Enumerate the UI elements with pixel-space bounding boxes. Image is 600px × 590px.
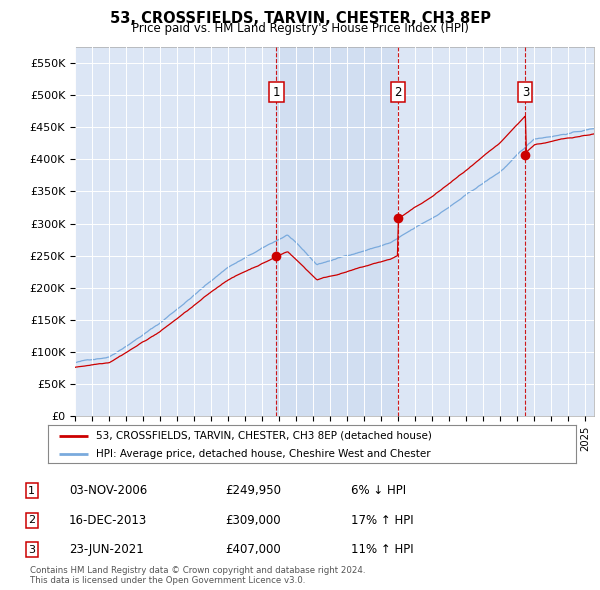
Text: 3: 3 [522, 86, 529, 99]
Text: 6% ↓ HPI: 6% ↓ HPI [351, 484, 406, 497]
Text: Contains HM Land Registry data © Crown copyright and database right 2024.
This d: Contains HM Land Registry data © Crown c… [30, 566, 365, 585]
Text: 16-DEC-2013: 16-DEC-2013 [69, 514, 147, 527]
Text: Price paid vs. HM Land Registry's House Price Index (HPI): Price paid vs. HM Land Registry's House … [131, 22, 469, 35]
Text: 1: 1 [273, 86, 280, 99]
Text: 11% ↑ HPI: 11% ↑ HPI [351, 543, 413, 556]
Text: £407,000: £407,000 [225, 543, 281, 556]
Text: £309,000: £309,000 [225, 514, 281, 527]
Text: 53, CROSSFIELDS, TARVIN, CHESTER, CH3 8EP (detached house): 53, CROSSFIELDS, TARVIN, CHESTER, CH3 8E… [95, 431, 431, 441]
Text: 2: 2 [28, 516, 35, 525]
Text: £249,950: £249,950 [225, 484, 281, 497]
Text: 2: 2 [394, 86, 401, 99]
Text: 53, CROSSFIELDS, TARVIN, CHESTER, CH3 8EP: 53, CROSSFIELDS, TARVIN, CHESTER, CH3 8E… [110, 11, 491, 25]
Text: 1: 1 [28, 486, 35, 496]
Text: 23-JUN-2021: 23-JUN-2021 [69, 543, 144, 556]
Text: HPI: Average price, detached house, Cheshire West and Chester: HPI: Average price, detached house, Ches… [95, 448, 430, 458]
Text: 03-NOV-2006: 03-NOV-2006 [69, 484, 147, 497]
Bar [277, 47, 398, 416]
Text: 17% ↑ HPI: 17% ↑ HPI [351, 514, 413, 527]
Text: 3: 3 [28, 545, 35, 555]
